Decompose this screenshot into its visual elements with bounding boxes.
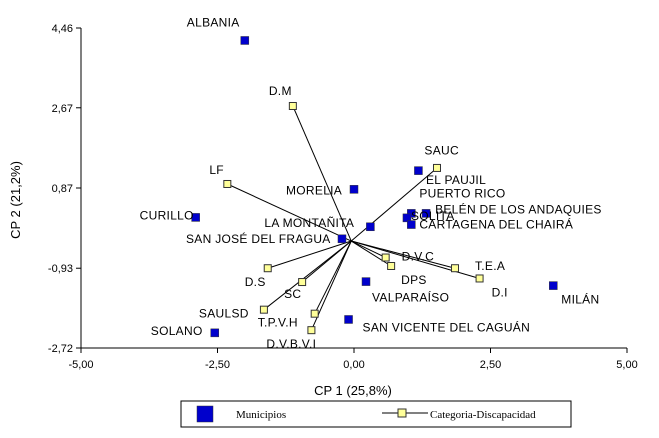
y-axis-title: CP 2 (21,2%) xyxy=(8,161,23,239)
point-markers xyxy=(191,36,558,338)
categoria-marker xyxy=(288,101,297,110)
categoria-marker xyxy=(451,264,460,273)
point-label: SAN VICENTE DEL CAGUÁN xyxy=(363,319,531,334)
categoria-marker xyxy=(432,163,441,172)
x-tick-label: -5,00 xyxy=(68,359,93,371)
vector-line xyxy=(351,240,386,258)
point-label: VALPARAÍSO xyxy=(372,290,449,305)
legend: Municipios Categoria-Discapacidad xyxy=(180,400,572,428)
point-label: SOLITA xyxy=(411,209,455,223)
vector-line xyxy=(227,183,352,242)
point-label: D.M xyxy=(269,84,292,98)
y-tick-label: 2,67 xyxy=(52,103,73,115)
y-tick-label: 4,46 xyxy=(52,23,73,35)
legend-municipios-label: Municipios xyxy=(236,409,286,421)
point-label: CARTAGENA DEL CHAIRÁ xyxy=(419,217,573,232)
x-axis-title: CP 1 (25,8%) xyxy=(314,383,392,398)
municipio-marker xyxy=(407,220,416,229)
point-label: SOLANO xyxy=(151,324,203,338)
municipio-marker xyxy=(361,277,371,286)
legend-municipios-marker xyxy=(196,405,214,423)
point-label: D.V.C xyxy=(402,250,434,264)
point-label: DPS xyxy=(401,273,427,287)
point-label: MORELIA xyxy=(286,183,342,197)
point-label: LA MONTAÑITA xyxy=(264,216,354,230)
vector-line xyxy=(351,240,480,279)
municipio-marker xyxy=(421,209,431,218)
municipio-marker xyxy=(402,213,412,223)
categoria-marker xyxy=(307,326,316,335)
categoria-marker xyxy=(475,274,484,283)
categoria-marker xyxy=(223,179,232,188)
municipio-marker xyxy=(191,213,200,222)
legend-categoria-marker xyxy=(397,408,407,418)
categoria-marker xyxy=(263,264,272,273)
vector-line xyxy=(263,240,352,311)
municipio-marker xyxy=(344,315,353,324)
categoria-marker xyxy=(387,261,396,270)
categoria-marker xyxy=(259,305,268,314)
point-label: BELÉN DE LOS ANDAQUIES xyxy=(435,201,602,216)
point-label: LF xyxy=(209,163,224,177)
categoria-marker xyxy=(298,278,307,287)
point-label: D.V.B.V.I xyxy=(266,337,316,351)
municipio-marker xyxy=(210,328,220,338)
point-label: D.S xyxy=(245,275,266,289)
municipio-marker xyxy=(349,185,359,194)
y-tick-label: 0,87 xyxy=(52,183,73,195)
categoria-marker xyxy=(310,309,319,318)
point-label: EL PAUJIL xyxy=(426,173,486,187)
point-label: MILÁN xyxy=(561,292,599,307)
municipio-marker xyxy=(366,222,375,232)
categoria-marker xyxy=(381,253,390,262)
municipio-marker xyxy=(407,209,416,218)
point-label: PUERTO RICO xyxy=(419,186,505,200)
x-tick-label: -2,50 xyxy=(205,359,230,371)
axes: -5,00 -2,50 0,00 2,50 5,00 4,46 2,67 0,87 -0,93 -… xyxy=(48,23,638,371)
point-label: SAN JOSÉ DEL FRAGUA xyxy=(186,231,331,246)
y-tick-label: -0,93 xyxy=(48,263,73,275)
category-vectors xyxy=(227,105,480,331)
point-label: SAULSD xyxy=(199,307,249,321)
municipio-marker xyxy=(549,281,558,290)
point-label: SAUC xyxy=(424,144,459,158)
point-label: SC xyxy=(284,287,301,301)
x-tick-label: 2,50 xyxy=(480,359,501,371)
x-tick-label: 5,00 xyxy=(616,359,637,371)
point-label: D.I xyxy=(492,285,508,299)
y-tick-label: -2,72 xyxy=(48,343,73,355)
vector-line xyxy=(314,240,352,314)
vector-line xyxy=(350,167,438,242)
municipio-marker xyxy=(337,234,347,244)
legend-categoria-label: Categoria-Discapacidad xyxy=(430,409,536,421)
municipio-marker xyxy=(240,36,250,45)
vector-line xyxy=(267,240,352,269)
point-label: ALBANIA xyxy=(187,15,240,29)
x-tick-label: 0,00 xyxy=(343,359,364,371)
point-labels: ALBANIA SAUC MORELIA CURILLO PUERTO RICOBELÉ… xyxy=(140,15,602,351)
point-label: CURILLO xyxy=(140,208,194,222)
municipio-marker xyxy=(414,166,423,175)
legend-box xyxy=(180,400,572,428)
point-label: T.E.A xyxy=(475,259,505,273)
vector-line xyxy=(351,240,392,267)
point-label: T.P.V.H xyxy=(258,316,298,330)
vector-line xyxy=(292,105,352,242)
